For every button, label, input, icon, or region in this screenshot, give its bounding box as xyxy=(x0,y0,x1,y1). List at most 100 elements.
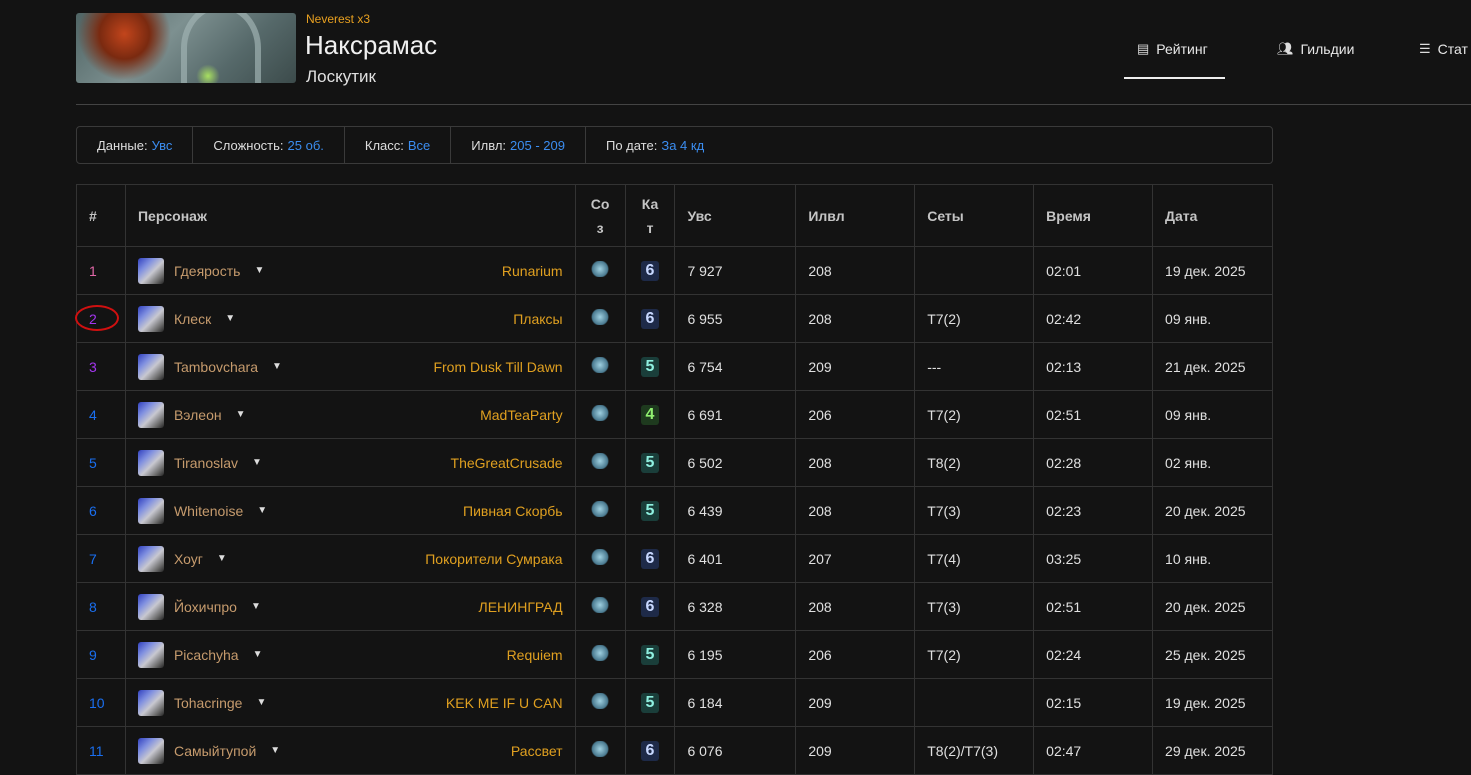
character-name[interactable]: Tohacringe xyxy=(173,694,243,711)
character-cell: Tiranoslav ▼ TheGreatCrusade xyxy=(137,449,563,476)
tab-stats[interactable]: ☰ Стат xyxy=(1419,41,1468,57)
class-icon xyxy=(137,401,164,428)
guild-name[interactable]: From Dusk Till Dawn xyxy=(433,358,563,375)
character-name[interactable]: Tambovchara xyxy=(173,358,259,375)
filter-label: Данные: xyxy=(97,137,148,153)
tab-label: Рейтинг xyxy=(1156,41,1208,57)
dps-value: 6 439 xyxy=(674,486,797,535)
caret-down-icon[interactable]: ▼ xyxy=(254,265,265,276)
guild-name[interactable]: MadTeaParty xyxy=(480,406,563,423)
filter-value[interactable]: 25 об. xyxy=(287,137,324,153)
character-name[interactable]: Хоуг xyxy=(173,550,203,567)
caret-down-icon[interactable]: ▼ xyxy=(225,313,236,324)
guild-name[interactable]: Requiem xyxy=(506,646,563,663)
col-time[interactable]: Время xyxy=(1033,184,1154,247)
col-sets[interactable]: Сеты xyxy=(914,184,1035,247)
spec-icon xyxy=(590,501,611,517)
table-icon: ▤ xyxy=(1137,41,1150,56)
character-name[interactable]: Whitenoise xyxy=(173,502,244,519)
category-badge: 6 xyxy=(641,740,659,761)
dps-value: 6 502 xyxy=(674,438,797,487)
rank: 7 xyxy=(76,534,126,583)
class-icon xyxy=(137,257,164,284)
character-name[interactable]: Picachyha xyxy=(173,646,239,663)
character-name[interactable]: Вэлеон xyxy=(173,406,222,423)
date-value: 25 дек. 2025 xyxy=(1152,630,1273,679)
guild-name[interactable]: TheGreatCrusade xyxy=(450,454,563,471)
character-cell: Picachyha ▼ Requiem xyxy=(137,641,563,668)
guild-name[interactable]: ЛЕНИНГРАД xyxy=(478,598,563,615)
col-character[interactable]: Персонаж xyxy=(124,184,576,247)
spec-icon xyxy=(590,693,611,709)
guild-name[interactable]: Плаксы xyxy=(513,310,563,327)
caret-down-icon[interactable]: ▼ xyxy=(216,553,227,564)
table-row: 3 Tambovchara ▼ From Dusk Till Dawn 5 6 … xyxy=(76,342,1273,391)
time-value: 02:51 xyxy=(1033,390,1154,439)
server-name: Neverest x3 xyxy=(306,12,371,26)
category-badge: 5 xyxy=(641,356,659,377)
caret-down-icon[interactable]: ▼ xyxy=(252,649,263,660)
col-rank[interactable]: # xyxy=(76,184,126,247)
guild-name[interactable]: Рассвет xyxy=(510,742,563,759)
filter-value[interactable]: За 4 кд xyxy=(661,137,705,153)
caret-down-icon[interactable]: ▼ xyxy=(235,409,246,420)
tab-guilds[interactable]: 👥︎ Гильдии xyxy=(1277,41,1354,57)
caret-down-icon[interactable]: ▼ xyxy=(252,457,262,468)
guild-name[interactable]: Покорители Сумрака xyxy=(425,550,563,567)
caret-down-icon[interactable]: ▼ xyxy=(270,745,281,756)
time-value: 02:15 xyxy=(1033,678,1154,727)
caret-down-icon[interactable]: ▼ xyxy=(272,361,282,372)
spec-icon xyxy=(590,405,611,421)
dps-value: 6 691 xyxy=(674,390,797,439)
date-value: 19 дек. 2025 xyxy=(1152,246,1273,295)
filter-class[interactable]: Класс: Все xyxy=(345,127,452,163)
caret-down-icon[interactable]: ▼ xyxy=(256,697,267,708)
guild-name[interactable]: Пивная Скорбь xyxy=(463,502,563,519)
filter-difficulty[interactable]: Сложность: 25 об. xyxy=(193,127,345,163)
ilvl-value: 208 xyxy=(795,582,916,631)
character-cell: Tambovchara ▼ From Dusk Till Dawn xyxy=(137,353,563,380)
spec-icon xyxy=(590,741,611,757)
filter-data[interactable]: Данные: Увс xyxy=(77,127,194,163)
guild-name[interactable]: Runarium xyxy=(501,262,563,279)
character-name[interactable]: Самыйтупой xyxy=(173,742,257,759)
filter-value[interactable]: Увс xyxy=(151,137,173,153)
time-value: 02:51 xyxy=(1033,582,1154,631)
time-value: 02:47 xyxy=(1033,726,1154,775)
time-value: 02:13 xyxy=(1033,342,1154,391)
sets-value: T8(2)/T7(3) xyxy=(914,726,1035,775)
ilvl-value: 208 xyxy=(795,294,916,343)
filter-bar: Данные: Увс Сложность: 25 об. Класс: Все Ил… xyxy=(76,126,1273,164)
filter-date[interactable]: По дате: За 4 кд xyxy=(586,127,724,163)
col-date[interactable]: Дата xyxy=(1152,184,1273,247)
character-cell: Вэлеон ▼ MadTeaParty xyxy=(137,401,563,428)
caret-down-icon[interactable]: ▼ xyxy=(250,601,261,612)
time-value: 02:42 xyxy=(1033,294,1154,343)
ilvl-value: 207 xyxy=(795,534,916,583)
filter-value[interactable]: 205 - 209 xyxy=(510,137,565,153)
tab-rating[interactable]: ▤ Рейтинг xyxy=(1137,41,1208,57)
col-spec[interactable]: Со з xyxy=(574,184,626,247)
sets-value xyxy=(914,678,1035,727)
filter-label: Сложность: xyxy=(213,137,284,153)
character-cell: Tohacringe ▼ KEK ME IF U CAN xyxy=(137,689,563,716)
filter-value[interactable]: Все xyxy=(407,137,431,153)
character-name[interactable]: Йохичпро xyxy=(173,598,237,615)
col-category[interactable]: Ка т xyxy=(624,184,676,247)
col-ilvl[interactable]: Илвл xyxy=(795,184,916,247)
caret-down-icon[interactable]: ▼ xyxy=(257,505,268,516)
guild-name[interactable]: KEK ME IF U CAN xyxy=(445,694,563,711)
dps-value: 6 754 xyxy=(674,342,797,391)
character-name[interactable]: Гдеярость xyxy=(173,262,241,279)
filter-label: По дате: xyxy=(605,137,658,153)
character-name[interactable]: Tiranoslav xyxy=(173,454,239,471)
category-badge: 5 xyxy=(641,500,659,521)
character-name[interactable]: Клеск xyxy=(173,310,212,327)
character-cell: Самыйтупой ▼ Рассвет xyxy=(137,737,563,764)
category-badge: 6 xyxy=(641,260,659,281)
time-value: 02:01 xyxy=(1033,246,1154,295)
date-value: 09 янв. xyxy=(1152,390,1273,439)
filter-ilvl[interactable]: Илвл: 205 - 209 xyxy=(451,127,586,163)
category-badge: 6 xyxy=(641,596,659,617)
col-dps[interactable]: Увс xyxy=(674,184,797,247)
